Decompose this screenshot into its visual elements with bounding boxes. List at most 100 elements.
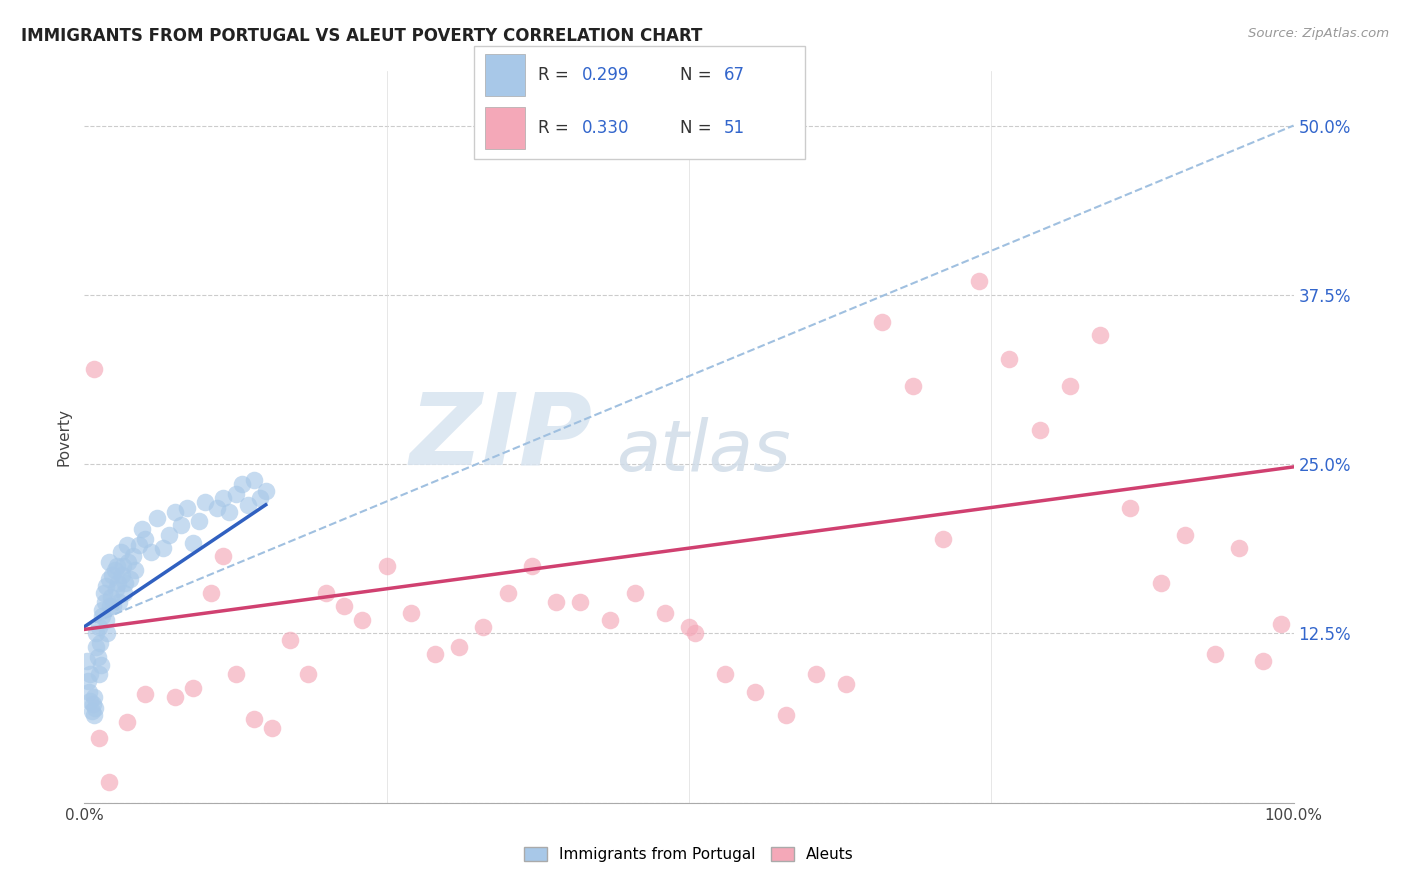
Point <box>249 491 271 505</box>
Point <box>93 586 115 600</box>
Point <box>835 676 858 690</box>
Point <box>79 667 101 681</box>
Point <box>423 647 446 661</box>
Point <box>86 649 108 664</box>
Text: R =: R = <box>538 120 575 137</box>
Point <box>333 599 356 614</box>
Point <box>170 518 193 533</box>
Point <box>112 586 135 600</box>
Point <box>472 620 495 634</box>
Point <box>399 606 422 620</box>
Point <box>225 667 247 681</box>
Point <box>121 549 143 564</box>
Point <box>315 586 337 600</box>
Point <box>212 549 235 564</box>
Point <box>152 541 174 556</box>
Point <box>207 500 229 515</box>
Point <box>683 626 706 640</box>
Point <box>83 362 105 376</box>
Point <box>115 538 138 552</box>
Point <box>111 568 134 582</box>
Text: 0.330: 0.330 <box>582 120 630 137</box>
FancyBboxPatch shape <box>485 107 524 149</box>
Point <box>998 351 1021 366</box>
Point <box>90 657 112 672</box>
Point <box>100 590 122 604</box>
Point <box>139 545 162 559</box>
Point <box>165 505 187 519</box>
Point <box>176 500 198 515</box>
Point <box>84 701 107 715</box>
Point <box>115 714 138 729</box>
Text: 0.299: 0.299 <box>582 66 630 84</box>
Point <box>101 568 124 582</box>
Point <box>117 555 139 569</box>
Point <box>569 595 592 609</box>
Point <box>181 535 204 549</box>
Point <box>165 690 187 705</box>
Point <box>1174 527 1197 541</box>
Point <box>225 487 247 501</box>
Point <box>110 545 132 559</box>
Point <box>83 707 105 722</box>
Point <box>599 613 621 627</box>
Point <box>112 558 135 573</box>
Point <box>678 620 700 634</box>
Point <box>231 477 253 491</box>
Point <box>901 378 924 392</box>
Point <box>1028 423 1050 437</box>
Point <box>1059 378 1081 392</box>
Point <box>544 595 567 609</box>
Point <box>94 579 117 593</box>
Point <box>146 511 169 525</box>
Point <box>131 522 153 536</box>
Text: atlas: atlas <box>616 417 792 486</box>
Point <box>86 640 108 654</box>
Text: Source: ZipAtlas.com: Source: ZipAtlas.com <box>1249 27 1389 40</box>
Point <box>128 538 150 552</box>
Point <box>79 694 101 708</box>
Point <box>967 274 990 288</box>
Point <box>932 532 955 546</box>
Point <box>124 563 146 577</box>
Point <box>496 586 519 600</box>
Point <box>86 626 108 640</box>
Point <box>104 563 127 577</box>
Point <box>375 558 398 573</box>
Point <box>188 514 211 528</box>
Text: 67: 67 <box>724 66 745 84</box>
Point <box>872 315 894 329</box>
Point <box>91 608 114 623</box>
Point <box>157 527 180 541</box>
Point <box>278 633 301 648</box>
Point <box>212 491 235 505</box>
Point <box>80 704 103 718</box>
Point <box>83 690 105 705</box>
Text: IMMIGRANTS FROM PORTUGAL VS ALEUT POVERTY CORRELATION CHART: IMMIGRANTS FROM PORTUGAL VS ALEUT POVERT… <box>21 27 703 45</box>
Point <box>134 532 156 546</box>
Text: ZIP: ZIP <box>409 389 592 485</box>
Y-axis label: Poverty: Poverty <box>56 408 72 467</box>
Point <box>77 684 100 698</box>
Point <box>97 572 120 586</box>
Text: R =: R = <box>538 66 575 84</box>
Point <box>744 684 766 698</box>
Point <box>804 667 827 681</box>
Text: N =: N = <box>681 120 717 137</box>
Point <box>76 654 98 668</box>
Text: 51: 51 <box>724 120 745 137</box>
Point <box>91 603 114 617</box>
Point <box>89 636 111 650</box>
Point <box>98 599 121 614</box>
Point <box>194 495 217 509</box>
Text: N =: N = <box>681 66 717 84</box>
Point <box>181 681 204 695</box>
Point <box>108 595 131 609</box>
Point <box>97 555 120 569</box>
Point <box>775 707 797 722</box>
Point <box>87 620 110 634</box>
Point <box>1270 617 1292 632</box>
Point <box>1088 328 1111 343</box>
Point <box>242 712 264 726</box>
Point <box>94 595 117 609</box>
